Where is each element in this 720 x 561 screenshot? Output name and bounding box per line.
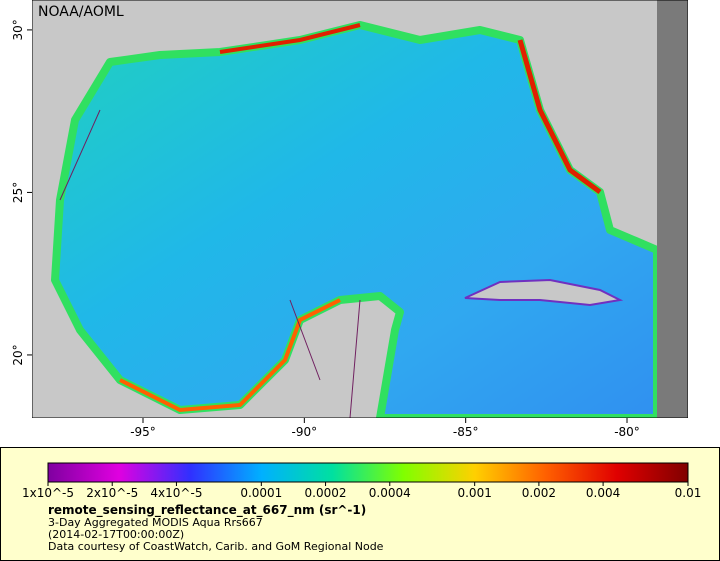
cuba — [464, 278, 624, 307]
colorbar-tick-label: 0.0004 — [369, 486, 411, 500]
source-label: NOAA/AOML — [38, 4, 124, 20]
coast-high — [517, 39, 602, 195]
sea — [51, 21, 661, 418]
x-tick-label: -90° — [292, 425, 318, 439]
colorbar-tick-label: 0.0001 — [240, 486, 282, 500]
colorbar-tick-label: 0.0002 — [305, 486, 347, 500]
colorbar-tick-label: 0.002 — [522, 486, 556, 500]
y-tick-label: 20° — [11, 344, 25, 365]
x-tick-label: -80° — [614, 425, 640, 439]
no-data — [657, 0, 688, 418]
colorbar-tick-label: 0.01 — [675, 486, 702, 500]
colorbar-tick-label: 0.004 — [586, 486, 620, 500]
y-tick-label: 30° — [11, 19, 25, 40]
caption-line: 3-Day Aggregated MODIS Aqua Rrs667 — [48, 516, 263, 529]
colorbar-tick-label: 2x10^-5 — [86, 486, 138, 500]
y-tick-label: 25° — [11, 182, 25, 203]
x-tick-label: -85° — [453, 425, 479, 439]
caption-line: (2014-02-17T00:00:00Z) — [48, 528, 184, 541]
colorbar-tick-label: 4x10^-5 — [150, 486, 202, 500]
coast-high — [219, 23, 361, 54]
colorbar-tick-label: 0.001 — [457, 486, 491, 500]
colorbar-title: remote_sensing_reflectance_at_667_nm (sr… — [48, 503, 366, 518]
colorbar: 1x10^-5 2x10^-5 4x10^-5 0.0001 0.0002 0.0004 0… — [22, 462, 702, 500]
x-tick-label: -95° — [130, 425, 156, 439]
map — [32, 0, 688, 418]
coast-high — [119, 298, 341, 413]
colorbar-tick-label: 1x10^-5 — [22, 486, 74, 500]
caption-line: Data courtesy of CoastWatch, Carib. and … — [48, 540, 384, 553]
colorbar-fill — [47, 462, 689, 483]
border — [59, 109, 361, 418]
